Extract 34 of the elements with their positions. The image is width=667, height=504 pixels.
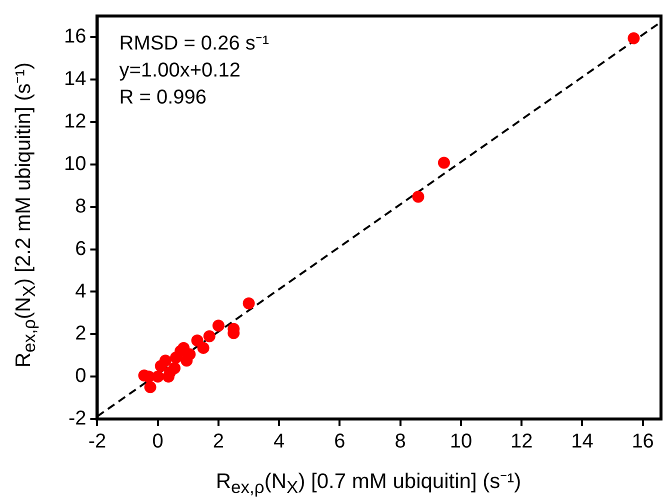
annotation: R = 0.996 (119, 86, 207, 109)
point (168, 362, 181, 374)
y-tick-label: 14 (64, 68, 86, 90)
x-tick-label: 10 (450, 430, 472, 453)
y-tick-label: 12 (64, 110, 86, 133)
x-tick-label: 6 (334, 430, 346, 453)
x-tick-label: 4 (274, 430, 285, 453)
point (438, 156, 450, 169)
x-tick-label: 2 (212, 430, 224, 453)
x-tick-label: 16 (632, 430, 654, 453)
point (197, 342, 210, 354)
y-tick-label: 6 (75, 238, 86, 260)
y-tick-label: 10 (64, 152, 86, 175)
point (203, 330, 216, 342)
x-tick-label: 12 (510, 430, 533, 453)
y-tick-label: 16 (64, 26, 86, 48)
y-tick-label: 2 (75, 322, 86, 345)
x-tick-label: 0 (152, 430, 164, 453)
y-tick-label: 0 (75, 365, 86, 388)
point (154, 360, 167, 372)
y-tick-label: 8 (75, 195, 86, 218)
point (180, 354, 193, 367)
point (628, 32, 640, 44)
y-tick-label: -2 (68, 408, 86, 430)
x-tick-label: 8 (394, 430, 406, 453)
x-tick-label: 14 (571, 430, 594, 453)
x-axis-title: R$_{ex,ρ}$(N$_{X}$) [0.7 mM ubiquitin] (s⁻¹) (214, 469, 522, 498)
annotation: y=1.00x+0.12 (119, 60, 240, 82)
point (212, 320, 224, 332)
point (144, 381, 156, 394)
point (242, 297, 255, 310)
point (412, 190, 424, 203)
y-tick-label: 4 (75, 280, 86, 302)
annotation: RMSD = 0.26 s⁻¹ (119, 32, 270, 55)
